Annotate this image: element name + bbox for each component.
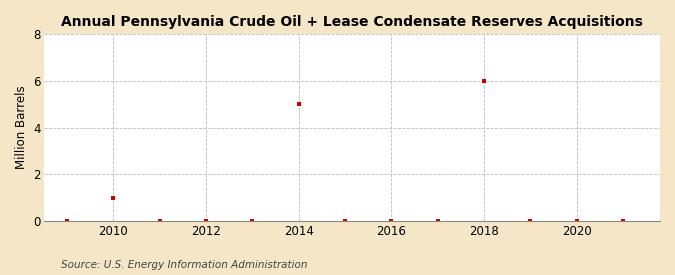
Title: Annual Pennsylvania Crude Oil + Lease Condensate Reserves Acquisitions: Annual Pennsylvania Crude Oil + Lease Co… [61,15,643,29]
Y-axis label: Million Barrels: Million Barrels [15,86,28,169]
Text: Source: U.S. Energy Information Administration: Source: U.S. Energy Information Administ… [61,260,307,270]
